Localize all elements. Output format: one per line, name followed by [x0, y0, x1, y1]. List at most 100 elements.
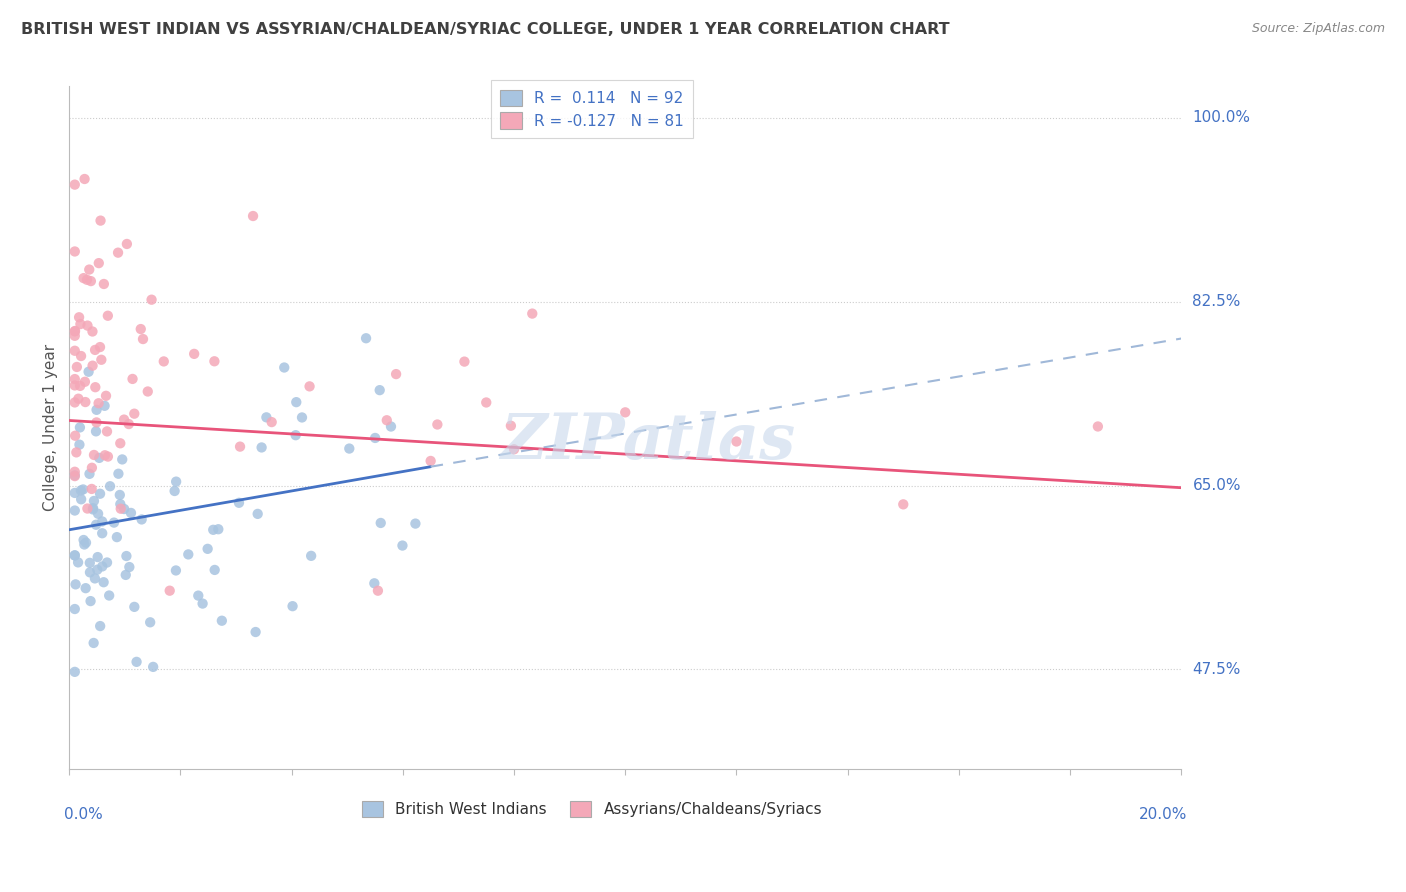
Point: [70, 349, 93, 363]
Point: [115, 237, 138, 252]
Point: [86, 550, 108, 565]
Point: [76, 318, 98, 333]
Point: [87, 396, 110, 410]
Point: [111, 452, 134, 467]
Point: [165, 475, 187, 489]
Point: [67, 555, 90, 569]
Point: [115, 549, 138, 563]
Point: [66, 359, 89, 374]
Point: [83, 448, 105, 462]
Point: [299, 549, 322, 563]
Point: [73, 537, 96, 551]
Point: [364, 431, 387, 445]
Point: [67, 310, 90, 325]
Text: 82.5%: 82.5%: [1192, 294, 1240, 310]
Point: [159, 583, 181, 598]
Point: [131, 512, 153, 526]
Point: [97, 450, 120, 464]
Point: [63, 468, 86, 483]
Point: [67, 392, 90, 406]
Point: [63, 465, 86, 479]
Point: [202, 354, 225, 368]
Y-axis label: College, Under 1 year: College, Under 1 year: [44, 344, 58, 511]
Point: [105, 530, 128, 544]
Point: [503, 442, 526, 457]
Point: [110, 501, 132, 516]
Point: [65, 445, 87, 459]
Point: [63, 469, 86, 483]
Point: [273, 360, 295, 375]
Point: [80, 460, 103, 475]
Point: [86, 416, 108, 430]
Legend: British West Indians, Assyrians/Chaldeans/Syriacs: British West Indians, Assyrians/Chaldean…: [356, 795, 828, 823]
Point: [246, 507, 269, 521]
Point: [84, 517, 107, 532]
Point: [522, 307, 544, 321]
Point: [87, 507, 110, 521]
Point: [197, 541, 219, 556]
Point: [89, 487, 111, 501]
Point: [70, 492, 93, 507]
Text: Source: ZipAtlas.com: Source: ZipAtlas.com: [1251, 22, 1385, 36]
Point: [254, 410, 277, 425]
Point: [380, 419, 402, 434]
Point: [245, 625, 267, 640]
Point: [63, 549, 86, 563]
Point: [63, 602, 86, 616]
Point: [89, 450, 111, 465]
Point: [63, 324, 86, 338]
Point: [281, 599, 304, 614]
Point: [141, 293, 163, 307]
Point: [118, 417, 141, 431]
Point: [76, 273, 98, 287]
Point: [229, 440, 252, 454]
Point: [228, 496, 250, 510]
Point: [132, 332, 155, 346]
Point: [242, 209, 264, 223]
Point: [77, 365, 100, 379]
Point: [202, 523, 225, 537]
Point: [63, 244, 86, 259]
Point: [260, 415, 283, 429]
Point: [79, 566, 101, 580]
Point: [142, 660, 165, 674]
Point: [84, 343, 107, 357]
Point: [107, 467, 129, 481]
Point: [177, 548, 200, 562]
Point: [367, 583, 389, 598]
Point: [120, 506, 142, 520]
Point: [86, 402, 108, 417]
Point: [891, 497, 914, 511]
Point: [65, 577, 87, 591]
Point: [368, 383, 391, 397]
Point: [87, 256, 110, 270]
Point: [211, 614, 233, 628]
Point: [83, 636, 105, 650]
Point: [375, 413, 398, 427]
Point: [90, 213, 112, 227]
Point: [69, 420, 91, 434]
Point: [110, 436, 132, 450]
Point: [725, 434, 748, 449]
Point: [96, 556, 118, 570]
Point: [63, 178, 86, 192]
Point: [63, 343, 86, 358]
Text: ZIPatlas: ZIPatlas: [501, 410, 796, 472]
Point: [404, 516, 426, 531]
Point: [69, 379, 91, 393]
Point: [63, 503, 86, 517]
Point: [391, 539, 413, 553]
Point: [73, 375, 96, 389]
Point: [187, 589, 209, 603]
Point: [93, 277, 115, 291]
Point: [69, 317, 91, 331]
Point: [75, 395, 97, 409]
Point: [108, 488, 131, 502]
Point: [337, 442, 360, 456]
Point: [103, 516, 125, 530]
Point: [70, 483, 93, 498]
Point: [94, 389, 117, 403]
Point: [475, 395, 498, 409]
Point: [63, 395, 86, 409]
Point: [291, 410, 314, 425]
